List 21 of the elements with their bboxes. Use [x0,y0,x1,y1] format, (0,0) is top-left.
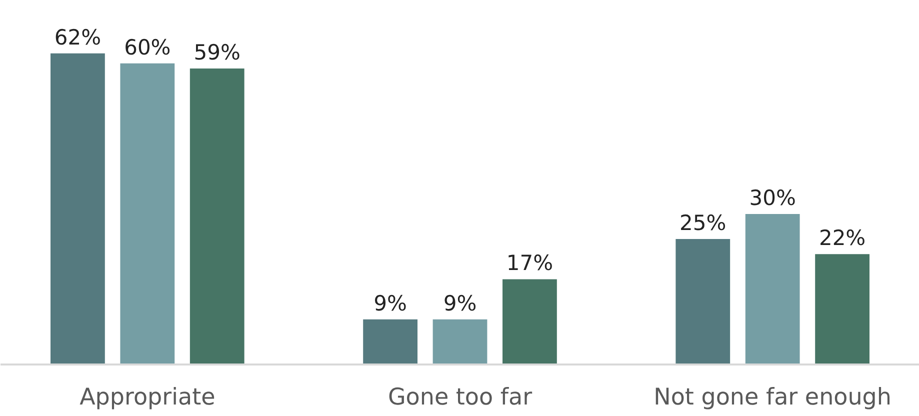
bar [502,279,557,364]
data-label: 9% [443,291,477,316]
bar [745,214,800,364]
bar [676,239,730,364]
data-label: 9% [374,291,407,316]
bar [363,319,418,364]
data-label: 59% [194,40,240,64]
bar [432,319,488,364]
x-tick-label: Not gone far enough [654,384,892,410]
bar [50,53,105,364]
data-label: 22% [818,226,866,250]
data-label: 60% [124,35,171,60]
x-tick-label: Gone too far [388,384,533,410]
data-label: 17% [506,251,554,276]
data-label: 25% [680,211,726,236]
bar [190,68,244,364]
x-tick-label: Appropriate [80,384,216,410]
data-label: 62% [54,25,102,50]
data-label: 30% [749,186,796,210]
bar [815,254,870,364]
bar [120,63,175,364]
